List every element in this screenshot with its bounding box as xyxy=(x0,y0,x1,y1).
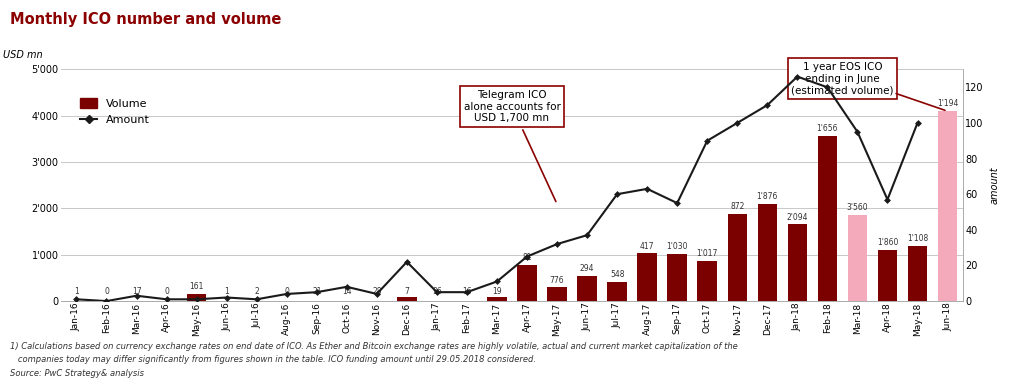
Bar xyxy=(727,214,748,301)
Text: 17: 17 xyxy=(132,286,141,296)
Text: 0: 0 xyxy=(104,286,109,296)
Bar xyxy=(697,261,717,301)
Text: 0: 0 xyxy=(164,286,169,296)
Text: 7: 7 xyxy=(404,286,410,296)
Text: 1 year EOS ICO
ending in June
(estimated volume): 1 year EOS ICO ending in June (estimated… xyxy=(792,62,894,95)
Text: 1'194: 1'194 xyxy=(937,99,958,108)
Text: USD mn: USD mn xyxy=(3,50,42,60)
Text: 1'017: 1'017 xyxy=(696,249,718,258)
Bar xyxy=(186,294,207,301)
Text: 81: 81 xyxy=(522,253,531,262)
Legend: Volume, Amount: Volume, Amount xyxy=(76,93,155,130)
Text: 19: 19 xyxy=(493,286,502,296)
Bar xyxy=(938,111,957,301)
Text: 294: 294 xyxy=(580,264,594,273)
Text: 1: 1 xyxy=(224,286,229,296)
Text: 28: 28 xyxy=(372,286,382,296)
Text: Telegram ICO
alone accounts for
USD 1,700 mn: Telegram ICO alone accounts for USD 1,70… xyxy=(464,90,560,201)
Bar xyxy=(607,282,627,301)
Text: 96: 96 xyxy=(432,286,441,296)
Text: 417: 417 xyxy=(640,242,654,251)
Text: 2: 2 xyxy=(254,286,259,296)
Y-axis label: amount: amount xyxy=(989,166,999,204)
Text: Source: PwC Strategy& analysis: Source: PwC Strategy& analysis xyxy=(10,369,144,378)
Bar xyxy=(578,276,597,301)
Bar xyxy=(848,215,867,301)
Text: 0: 0 xyxy=(285,286,289,296)
Text: 1'108: 1'108 xyxy=(907,234,928,243)
Bar xyxy=(397,296,417,301)
Text: 872: 872 xyxy=(730,202,744,212)
Bar xyxy=(668,254,687,301)
Text: 14: 14 xyxy=(342,286,351,296)
Text: 21: 21 xyxy=(312,286,322,296)
Text: 1: 1 xyxy=(74,286,79,296)
Bar xyxy=(907,246,928,301)
Bar xyxy=(547,288,567,301)
Text: 548: 548 xyxy=(610,270,625,279)
Text: 16: 16 xyxy=(462,286,472,296)
Text: 1'030: 1'030 xyxy=(667,242,688,251)
Text: companies today may differ significantly from figures shown in the table. ICO fu: companies today may differ significantly… xyxy=(10,355,537,364)
Text: Monthly ICO number and volume: Monthly ICO number and volume xyxy=(10,12,282,27)
Text: 1) Calculations based on currency exchange rates on end date of ICO. As Ether an: 1) Calculations based on currency exchan… xyxy=(10,342,738,350)
Text: 1'860: 1'860 xyxy=(877,238,898,247)
Text: 1'876: 1'876 xyxy=(757,192,778,201)
Bar xyxy=(487,297,507,301)
Text: 2'094: 2'094 xyxy=(786,213,808,222)
Bar xyxy=(817,136,838,301)
Bar xyxy=(878,250,897,301)
Bar xyxy=(787,224,807,301)
Text: 1'656: 1'656 xyxy=(817,124,838,134)
Bar xyxy=(637,253,657,301)
Bar xyxy=(517,265,537,301)
Text: 776: 776 xyxy=(550,276,564,285)
Bar xyxy=(758,204,777,301)
Text: 161: 161 xyxy=(189,282,204,291)
Text: 3'560: 3'560 xyxy=(847,203,868,212)
